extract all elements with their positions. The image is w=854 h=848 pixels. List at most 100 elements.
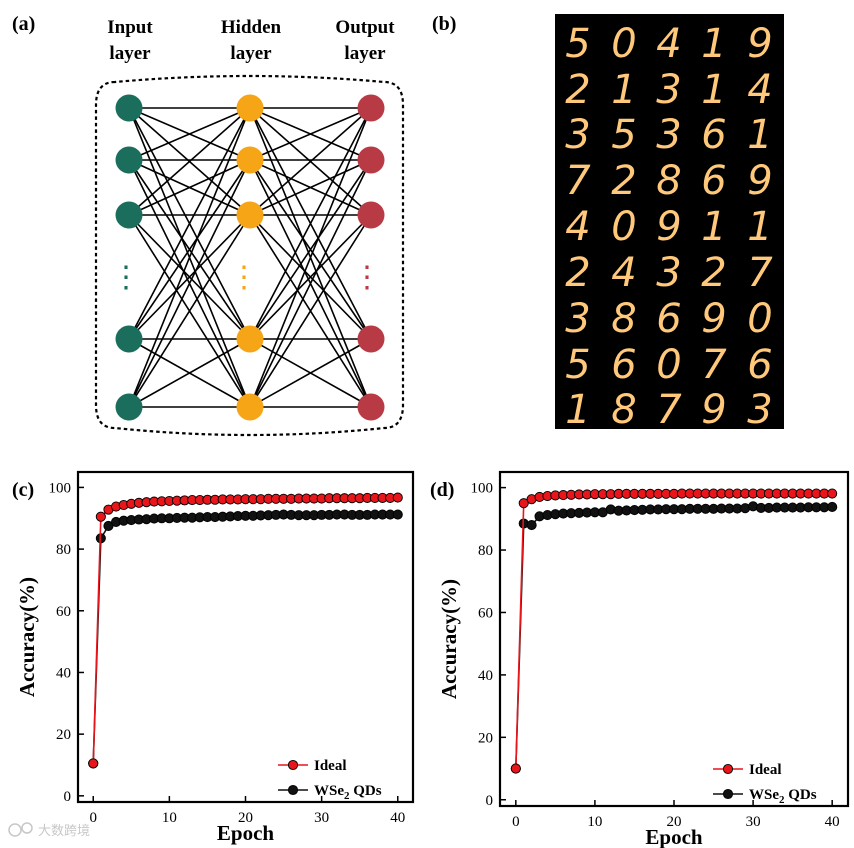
mnist-digit: 8 bbox=[611, 387, 636, 433]
watermark-logo-icon bbox=[8, 823, 22, 837]
connection bbox=[128, 159, 251, 340]
y-tick-label: 20 bbox=[478, 730, 493, 746]
mnist-digit: 6 bbox=[701, 112, 726, 158]
hidden-node bbox=[236, 94, 264, 122]
mnist-digit: 0 bbox=[611, 21, 636, 67]
input-layer-title-line1: Input bbox=[107, 17, 153, 38]
x-tick-label: 20 bbox=[238, 810, 253, 826]
legend-marker bbox=[287, 784, 299, 796]
mnist-digit: 9 bbox=[701, 296, 726, 342]
data-point bbox=[518, 498, 529, 509]
output-ellipsis: ⋮ bbox=[352, 261, 382, 294]
x-axis-title: Epoch bbox=[217, 821, 275, 845]
mnist-digit: 7 bbox=[656, 387, 682, 433]
mnist-digit: 8 bbox=[611, 296, 636, 342]
input-node bbox=[115, 325, 143, 353]
mnist-digit: 9 bbox=[747, 21, 772, 67]
plot-frame bbox=[498, 470, 850, 808]
output-layer-title-line2: layer bbox=[344, 43, 386, 64]
mnist-digit: 2 bbox=[565, 250, 590, 296]
y-tick-label: 40 bbox=[56, 665, 71, 681]
legend-marker bbox=[722, 763, 734, 775]
y-tick-label: 100 bbox=[49, 480, 72, 496]
hidden-layer-title-line2: layer bbox=[230, 43, 272, 64]
mnist-digit: 0 bbox=[747, 296, 772, 342]
data-point bbox=[392, 509, 403, 520]
connection bbox=[249, 214, 372, 408]
mnist-digit: 6 bbox=[747, 342, 772, 388]
data-point bbox=[392, 492, 403, 503]
hidden-node bbox=[236, 146, 264, 174]
x-tick-label: 40 bbox=[390, 810, 405, 826]
mnist-digit: 3 bbox=[656, 112, 681, 158]
mnist-digit: 1 bbox=[701, 21, 726, 67]
mnist-digit: 7 bbox=[701, 342, 727, 388]
panel-label-b: (b) bbox=[432, 13, 456, 35]
data-point bbox=[88, 758, 99, 769]
mnist-digit: 4 bbox=[656, 21, 681, 67]
mnist-digit: 1 bbox=[701, 67, 726, 113]
legend-marker bbox=[722, 788, 734, 800]
data-point bbox=[95, 511, 106, 522]
mnist-digit: 5 bbox=[565, 21, 590, 67]
neural-network-diagram: Input layer Hidden layer Output layer ⋮ … bbox=[94, 17, 405, 437]
connection bbox=[128, 214, 251, 408]
y-tick-label: 0 bbox=[64, 789, 72, 805]
hidden-ellipsis: ⋮ bbox=[229, 261, 259, 294]
output-node bbox=[357, 393, 385, 421]
y-tick-label: 60 bbox=[478, 605, 493, 621]
legend-label: WSe2 QDs bbox=[749, 787, 817, 806]
mnist-digit: 1 bbox=[611, 67, 636, 113]
mnist-digit: 3 bbox=[565, 296, 590, 342]
y-axis-title: Accuracy(%) bbox=[15, 577, 39, 697]
chart-d: 0 10 20 30 40 0 20 40 60 80 100 Epoch Accuracy(%) Ide… bbox=[437, 470, 850, 848]
hidden-node bbox=[236, 201, 264, 229]
connection bbox=[128, 159, 251, 216]
panel-label-c: (c) bbox=[12, 479, 34, 501]
chart-c: 0 10 20 30 40 0 20 40 60 80 100 Epoch Accuracy(%) Ide… bbox=[15, 470, 415, 845]
series-line bbox=[515, 492, 833, 769]
x-tick-label: 30 bbox=[746, 814, 761, 830]
y-tick-label: 100 bbox=[471, 481, 494, 497]
connection bbox=[128, 107, 251, 340]
mnist-digit: 3 bbox=[656, 250, 681, 296]
mnist-digit: 3 bbox=[656, 67, 681, 113]
mnist-digit: 9 bbox=[747, 158, 772, 204]
watermark: 大数跨境 bbox=[8, 822, 90, 839]
connection bbox=[128, 107, 251, 216]
mnist-digit: 2 bbox=[611, 158, 636, 204]
connection bbox=[249, 107, 372, 340]
mnist-digit: 1 bbox=[747, 204, 772, 250]
mnist-digit: 1 bbox=[565, 387, 590, 433]
x-tick-label: 10 bbox=[587, 814, 602, 830]
data-point bbox=[526, 520, 537, 531]
x-tick-label: 0 bbox=[89, 810, 97, 826]
network-boundary bbox=[94, 74, 405, 437]
mnist-digit: 0 bbox=[656, 342, 681, 388]
mnist-digit: 8 bbox=[656, 158, 681, 204]
connection bbox=[249, 338, 372, 408]
y-tick-label: 40 bbox=[478, 668, 493, 684]
connection bbox=[249, 159, 372, 340]
connection bbox=[128, 159, 251, 408]
y-axis-title: Accuracy(%) bbox=[437, 579, 461, 699]
mnist-sample-grid bbox=[555, 14, 784, 429]
connection bbox=[249, 214, 372, 340]
hidden-layer-title-line1: Hidden bbox=[221, 17, 282, 38]
mnist-digit: 4 bbox=[747, 67, 772, 113]
connection bbox=[128, 107, 251, 161]
connection bbox=[249, 159, 372, 216]
data-point bbox=[827, 501, 838, 513]
data-point bbox=[510, 763, 521, 774]
input-ellipsis: ⋮ bbox=[111, 261, 141, 294]
y-tick-label: 20 bbox=[56, 727, 71, 743]
legend-label: Ideal bbox=[314, 758, 347, 774]
y-tick-label: 60 bbox=[56, 604, 71, 620]
watermark-logo-icon-2 bbox=[21, 822, 33, 834]
output-node bbox=[357, 146, 385, 174]
mnist-digit: 9 bbox=[701, 387, 726, 433]
mnist-digit: 0 bbox=[611, 204, 636, 250]
input-layer-title-line2: layer bbox=[109, 43, 151, 64]
hidden-node bbox=[236, 325, 264, 353]
